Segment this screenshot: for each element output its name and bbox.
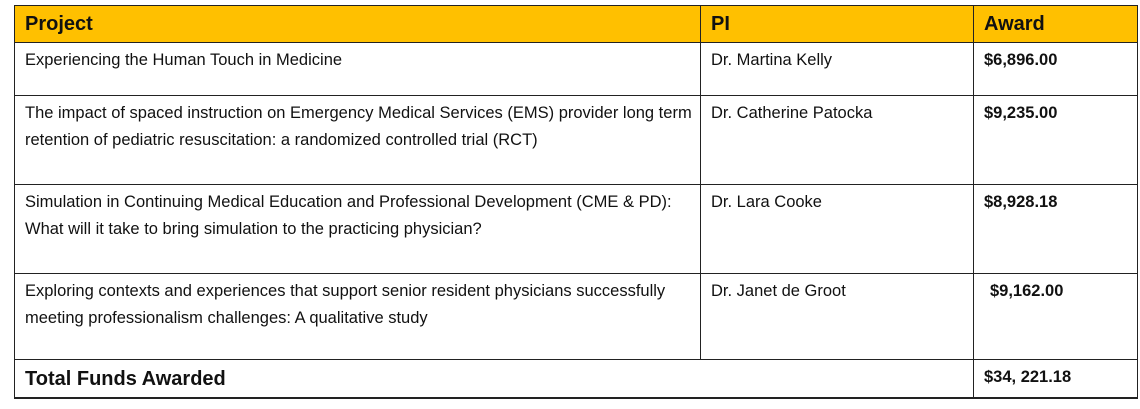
- pi-cell: Dr. Janet de Groot: [700, 273, 974, 360]
- pi-cell: Dr. Martina Kelly: [700, 42, 974, 96]
- header-award: Award: [973, 5, 1138, 43]
- award-cell: $9,162.00: [973, 273, 1138, 360]
- header-row: Project PI Award: [14, 5, 1138, 43]
- project-cell: The impact of spaced instruction on Emer…: [14, 95, 701, 185]
- pi-cell: Dr. Catherine Patocka: [700, 95, 974, 185]
- table-row: The impact of spaced instruction on Emer…: [14, 95, 1138, 185]
- header-pi: PI: [700, 5, 974, 43]
- total-value: $34, 221.18: [973, 359, 1138, 399]
- table-row: Simulation in Continuing Medical Educati…: [14, 184, 1138, 274]
- award-cell: $6,896.00: [973, 42, 1138, 96]
- total-label: Total Funds Awarded: [14, 359, 974, 399]
- pi-cell: Dr. Lara Cooke: [700, 184, 974, 274]
- header-project: Project: [14, 5, 701, 43]
- project-cell: Simulation in Continuing Medical Educati…: [14, 184, 701, 274]
- project-cell: Exploring contexts and experiences that …: [14, 273, 701, 360]
- award-cell: $9,235.00: [973, 95, 1138, 185]
- table-row: Exploring contexts and experiences that …: [14, 273, 1138, 360]
- total-row: Total Funds Awarded $34, 221.18: [14, 359, 1138, 399]
- table-row: Experiencing the Human Touch in Medicine…: [14, 42, 1138, 96]
- award-cell: $8,928.18: [973, 184, 1138, 274]
- awards-table: Project PI Award Experiencing the Human …: [14, 5, 1138, 399]
- project-cell: Experiencing the Human Touch in Medicine: [14, 42, 701, 96]
